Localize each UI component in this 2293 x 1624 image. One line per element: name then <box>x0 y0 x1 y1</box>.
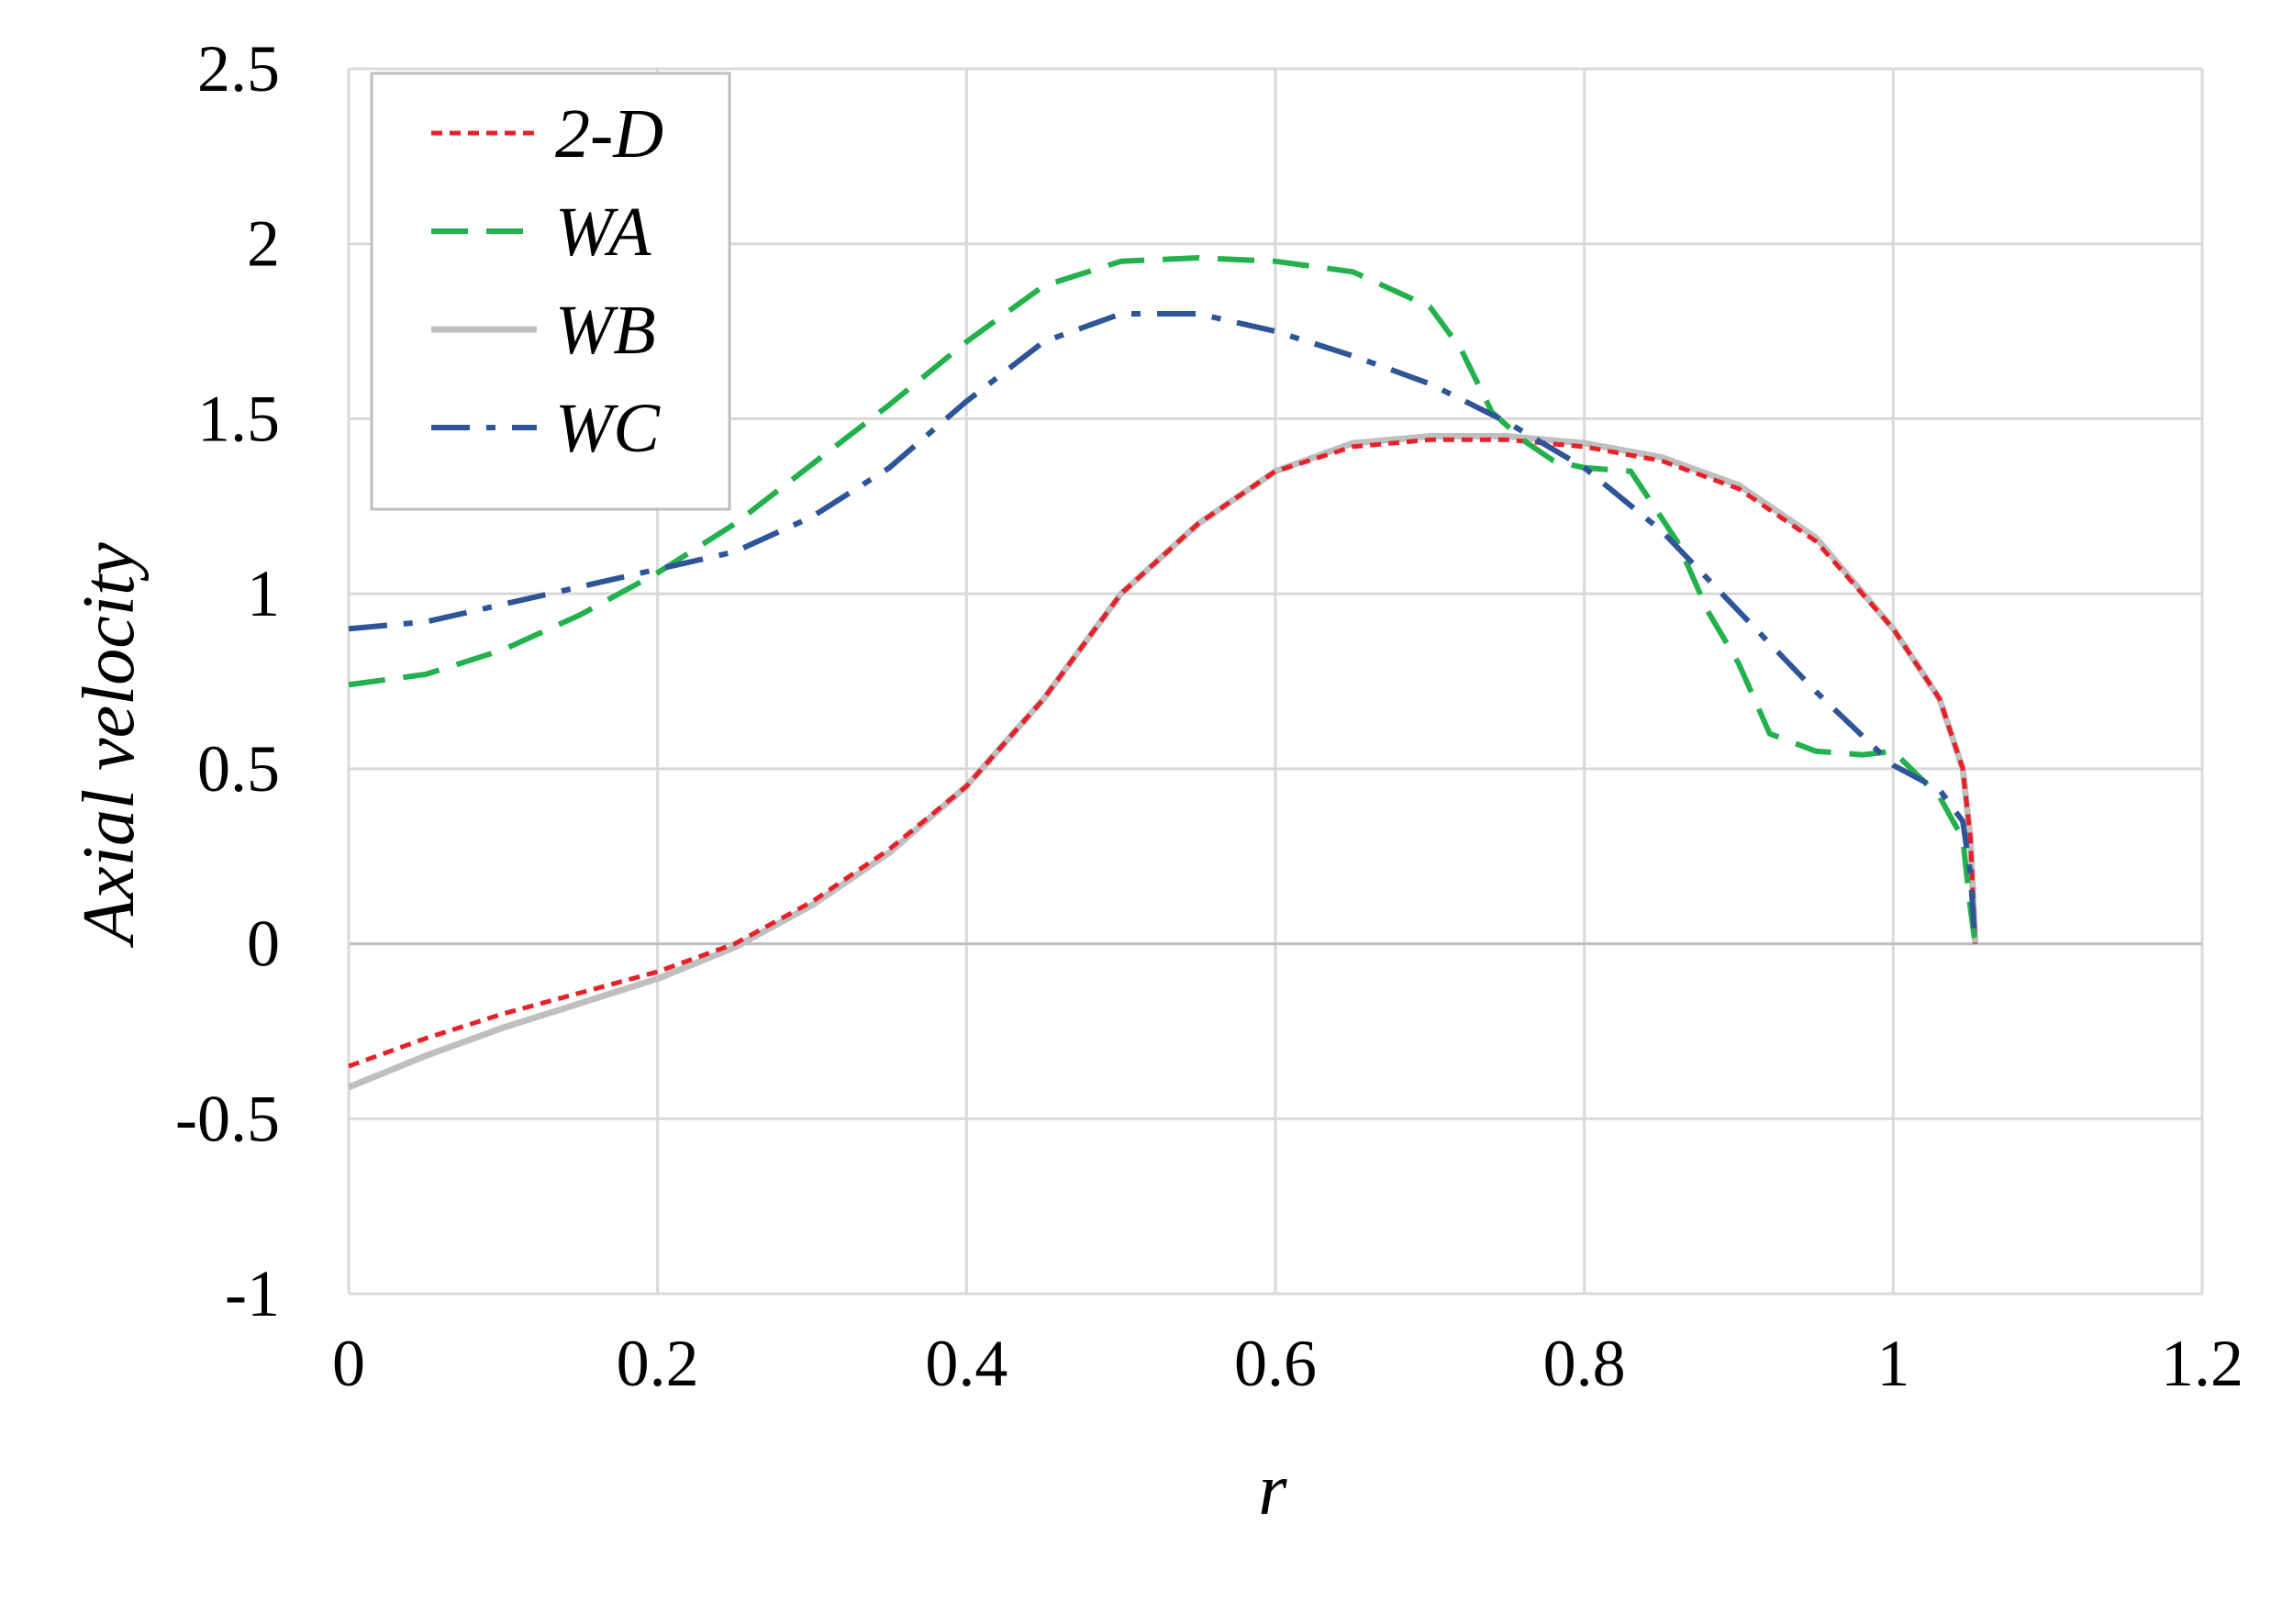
series-line-wb <box>347 433 1979 1091</box>
y-tick-label: 0 <box>247 907 280 981</box>
legend-label: 2-D <box>555 95 663 172</box>
series-line-2-d <box>348 437 1978 1069</box>
y-tick-label: 2 <box>247 207 280 281</box>
legend-label: WA <box>555 194 651 271</box>
x-tick-label: 1.2 <box>2161 1327 2243 1400</box>
x-tick-label: 0.2 <box>617 1327 699 1400</box>
legend-box <box>370 72 731 511</box>
y-tick-label: -0.5 <box>175 1082 280 1155</box>
y-tick-label: 1.5 <box>197 382 280 455</box>
series-line-wa <box>348 255 1978 944</box>
tick-labels: 0 0.2 0.4 0.6 0.8 1 1.2 -1 -0.5 0 0.5 1 1.5 2 2.5 <box>175 32 2243 1400</box>
y-tick-label: 1 <box>247 557 280 630</box>
x-tick-label: 1 <box>1876 1327 1909 1400</box>
legend: 2-D WA WB WC <box>370 72 731 511</box>
x-tick-label: 0.6 <box>1234 1327 1317 1400</box>
y-axis-title: Axial velocity <box>69 542 150 949</box>
x-tick-label: 0 <box>332 1327 365 1400</box>
y-tick-label: -1 <box>225 1257 280 1330</box>
x-tick-label: 0.4 <box>925 1327 1007 1400</box>
grid <box>347 67 2204 1296</box>
x-axis-title: r <box>1258 1450 1287 1530</box>
axes <box>347 69 2202 1294</box>
series-line-wc <box>348 311 1978 944</box>
x-tick-label: 0.8 <box>1543 1327 1626 1400</box>
legend-label: WC <box>555 390 661 467</box>
y-tick-label: 0.5 <box>197 732 280 806</box>
series-lines <box>347 255 1979 1091</box>
legend-label: WB <box>555 292 656 369</box>
y-tick-label: 2.5 <box>197 32 280 106</box>
